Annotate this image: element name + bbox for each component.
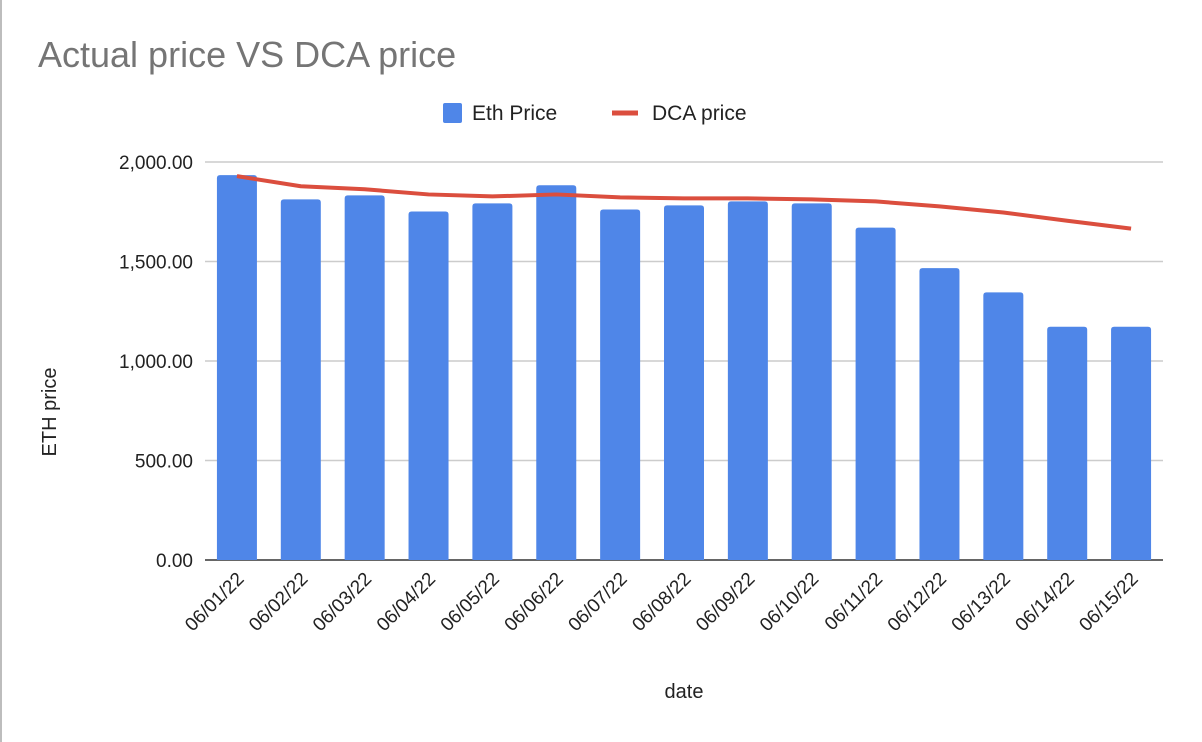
y-tick-label: 1,500.00: [119, 253, 193, 274]
x-tick-label: 06/08/22: [628, 569, 695, 636]
x-tick-label: 06/01/22: [181, 569, 248, 636]
left-border: [0, 0, 2, 742]
x-axis-label: date: [665, 681, 704, 703]
x-tick-label: 06/05/22: [437, 569, 504, 636]
x-tick-label: 06/06/22: [501, 569, 568, 636]
y-axis-label: ETH price: [39, 368, 61, 457]
bar: [1111, 326, 1152, 560]
bar: [408, 211, 449, 560]
bar: [280, 199, 321, 561]
y-tick-label: 500.00: [135, 452, 193, 473]
bar: [855, 227, 896, 561]
legend-label-dca-price: DCA price: [652, 102, 747, 125]
bar: [664, 205, 704, 560]
x-tick-label: 06/10/22: [756, 569, 823, 636]
x-tick-label: 06/14/22: [1012, 569, 1079, 636]
y-tick-label: 2,000.00: [119, 153, 193, 174]
x-tick-label: 06/11/22: [821, 569, 887, 635]
bar: [536, 185, 577, 560]
x-tick-label: 06/07/22: [565, 569, 632, 636]
x-tick-label: 06/09/22: [692, 569, 759, 636]
x-tick-label: 06/03/22: [309, 569, 376, 636]
x-tick-label: 06/13/22: [948, 569, 1015, 636]
y-tick-label: 0.00: [156, 551, 193, 572]
bar: [216, 175, 257, 560]
bar: [919, 268, 960, 560]
legend-label-eth-price: Eth Price: [472, 102, 557, 125]
x-tick-label: 06/12/22: [884, 569, 951, 636]
y-tick-label: 1,000.00: [119, 352, 193, 373]
chart-title: Actual price VS DCA price: [38, 34, 457, 75]
bar: [472, 203, 513, 560]
x-tick-label: 06/04/22: [373, 569, 440, 636]
bar: [791, 203, 832, 560]
bar: [727, 201, 768, 561]
legend-swatch-eth-price: [443, 103, 462, 123]
bar: [344, 195, 385, 560]
bar: [600, 209, 641, 560]
bar: [983, 292, 1024, 560]
x-tick-label: 06/02/22: [245, 569, 312, 636]
bar: [1047, 326, 1088, 560]
x-tick-label: 06/15/22: [1075, 569, 1142, 636]
